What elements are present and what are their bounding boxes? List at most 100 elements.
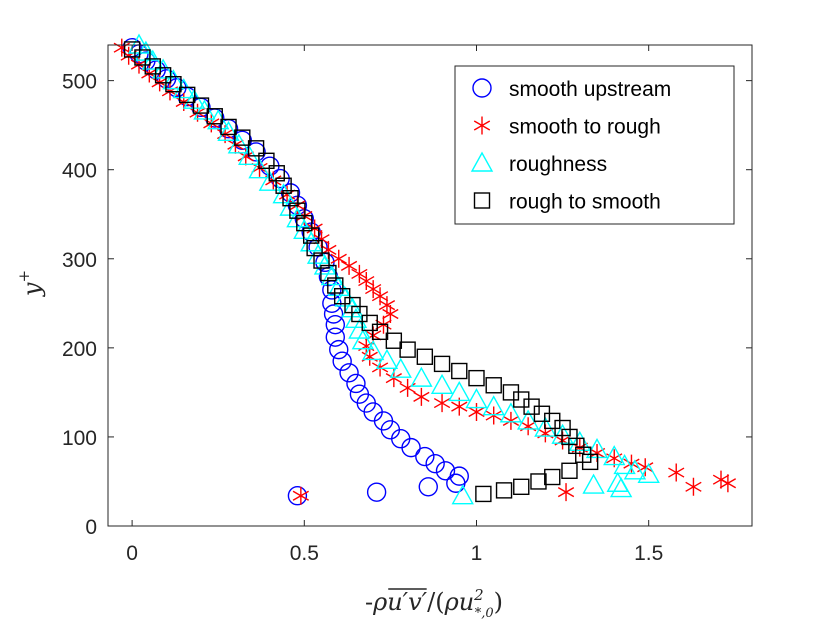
data-point — [351, 264, 368, 283]
x-tick-label: 0 — [126, 542, 138, 565]
data-point — [468, 402, 485, 421]
data-point — [302, 227, 320, 244]
data-point — [557, 483, 575, 502]
data-point — [534, 416, 557, 437]
data-point — [340, 256, 358, 275]
data-point — [154, 67, 172, 84]
ylabel-base: y — [18, 282, 46, 297]
data-point — [433, 394, 451, 413]
data-point — [371, 323, 389, 341]
data-point — [332, 351, 352, 371]
data-point — [320, 265, 344, 286]
axes-frame — [107, 44, 753, 527]
data-point — [323, 304, 344, 324]
data-point — [220, 118, 237, 136]
data-point — [227, 133, 251, 154]
svg-text:y+: y+ — [15, 270, 46, 297]
xlabel-sup: 2 — [473, 586, 484, 604]
tick-layer: 0 0.5 1 1.5 0 100 200 300 400 500 — [62, 45, 752, 565]
legend-marker — [470, 151, 494, 172]
legend-label: roughness — [509, 153, 607, 176]
xlabel-uv: u′v′ — [387, 588, 427, 616]
legend-marker — [472, 78, 492, 98]
xlabel-slash: /( — [427, 588, 444, 616]
y-tick-label: 100 — [62, 427, 97, 450]
data-point — [151, 58, 175, 79]
data-point — [495, 482, 513, 499]
data-point — [366, 482, 387, 502]
data-point — [451, 484, 474, 505]
svg-text:-ρu′v′/(ρu2*,0): -ρu′v′/(ρu2 *,0) — [365, 586, 503, 621]
data-point — [413, 387, 430, 406]
data-point — [358, 272, 375, 291]
data-point — [333, 287, 351, 305]
data-point — [371, 287, 389, 306]
legend-item: rough to smooth — [473, 191, 661, 214]
legend-label: smooth to rough — [509, 116, 661, 139]
legend: smooth upstream smooth to rough roughness r… — [454, 65, 735, 225]
data-point — [179, 86, 196, 104]
data-point — [516, 409, 540, 430]
y-tick-label: 0 — [85, 516, 97, 539]
data-point — [433, 355, 451, 373]
data-point — [351, 329, 375, 350]
y-axis-label: y+ — [15, 270, 46, 297]
data-point — [448, 380, 471, 402]
x-tick-label: 0.5 — [290, 542, 319, 565]
data-point — [162, 69, 185, 90]
data-point — [165, 75, 182, 93]
x-axis-label: -ρu′v′/(ρu2 *,0) — [365, 586, 503, 621]
data-point — [581, 453, 599, 471]
data-point — [378, 296, 396, 315]
legend-marker — [473, 192, 491, 209]
data-point — [246, 142, 266, 162]
data-point — [306, 243, 330, 264]
data-point — [325, 327, 345, 347]
data-point — [613, 453, 636, 475]
legend-label: smooth upstream — [509, 78, 671, 101]
data-point — [451, 362, 468, 380]
data-point — [568, 430, 591, 451]
data-point — [485, 406, 502, 425]
data-point — [513, 478, 530, 496]
data-point — [134, 49, 151, 66]
data-point — [482, 395, 505, 416]
data-point — [385, 332, 403, 349]
series-rough-to-smooth — [123, 41, 599, 503]
data-point — [329, 339, 349, 360]
data-point — [327, 275, 350, 296]
data-point — [141, 49, 164, 70]
data-point — [299, 231, 323, 252]
data-point — [287, 486, 308, 506]
legend-label: rough to smooth — [509, 191, 661, 214]
data-point — [292, 486, 310, 505]
data-point — [193, 99, 216, 120]
data-point — [502, 411, 520, 430]
data-point — [361, 339, 385, 361]
data-point — [561, 462, 578, 479]
y-tick-label: 200 — [62, 338, 97, 361]
data-point — [623, 454, 640, 473]
legend-marker — [473, 116, 491, 135]
legend-box — [454, 65, 735, 225]
legend-item: roughness — [470, 151, 607, 176]
legend-item: smooth to rough — [473, 116, 661, 139]
data-point — [603, 445, 626, 466]
data-point — [418, 477, 438, 497]
data-point — [465, 388, 488, 409]
data-point — [499, 402, 523, 423]
data-point — [468, 369, 485, 387]
data-point — [544, 468, 561, 486]
data-point — [217, 120, 240, 141]
data-point — [375, 348, 399, 370]
data-point — [399, 341, 416, 358]
data-point — [623, 459, 647, 480]
data-point — [144, 58, 161, 75]
legend-item: smooth upstream — [472, 78, 671, 101]
data-point — [637, 462, 660, 484]
x-tick-label: 1.5 — [634, 542, 663, 565]
series-layer — [113, 33, 737, 506]
data-point — [346, 373, 366, 394]
ylabel-sup: + — [15, 270, 33, 283]
x-tick-label: 1 — [471, 542, 483, 565]
